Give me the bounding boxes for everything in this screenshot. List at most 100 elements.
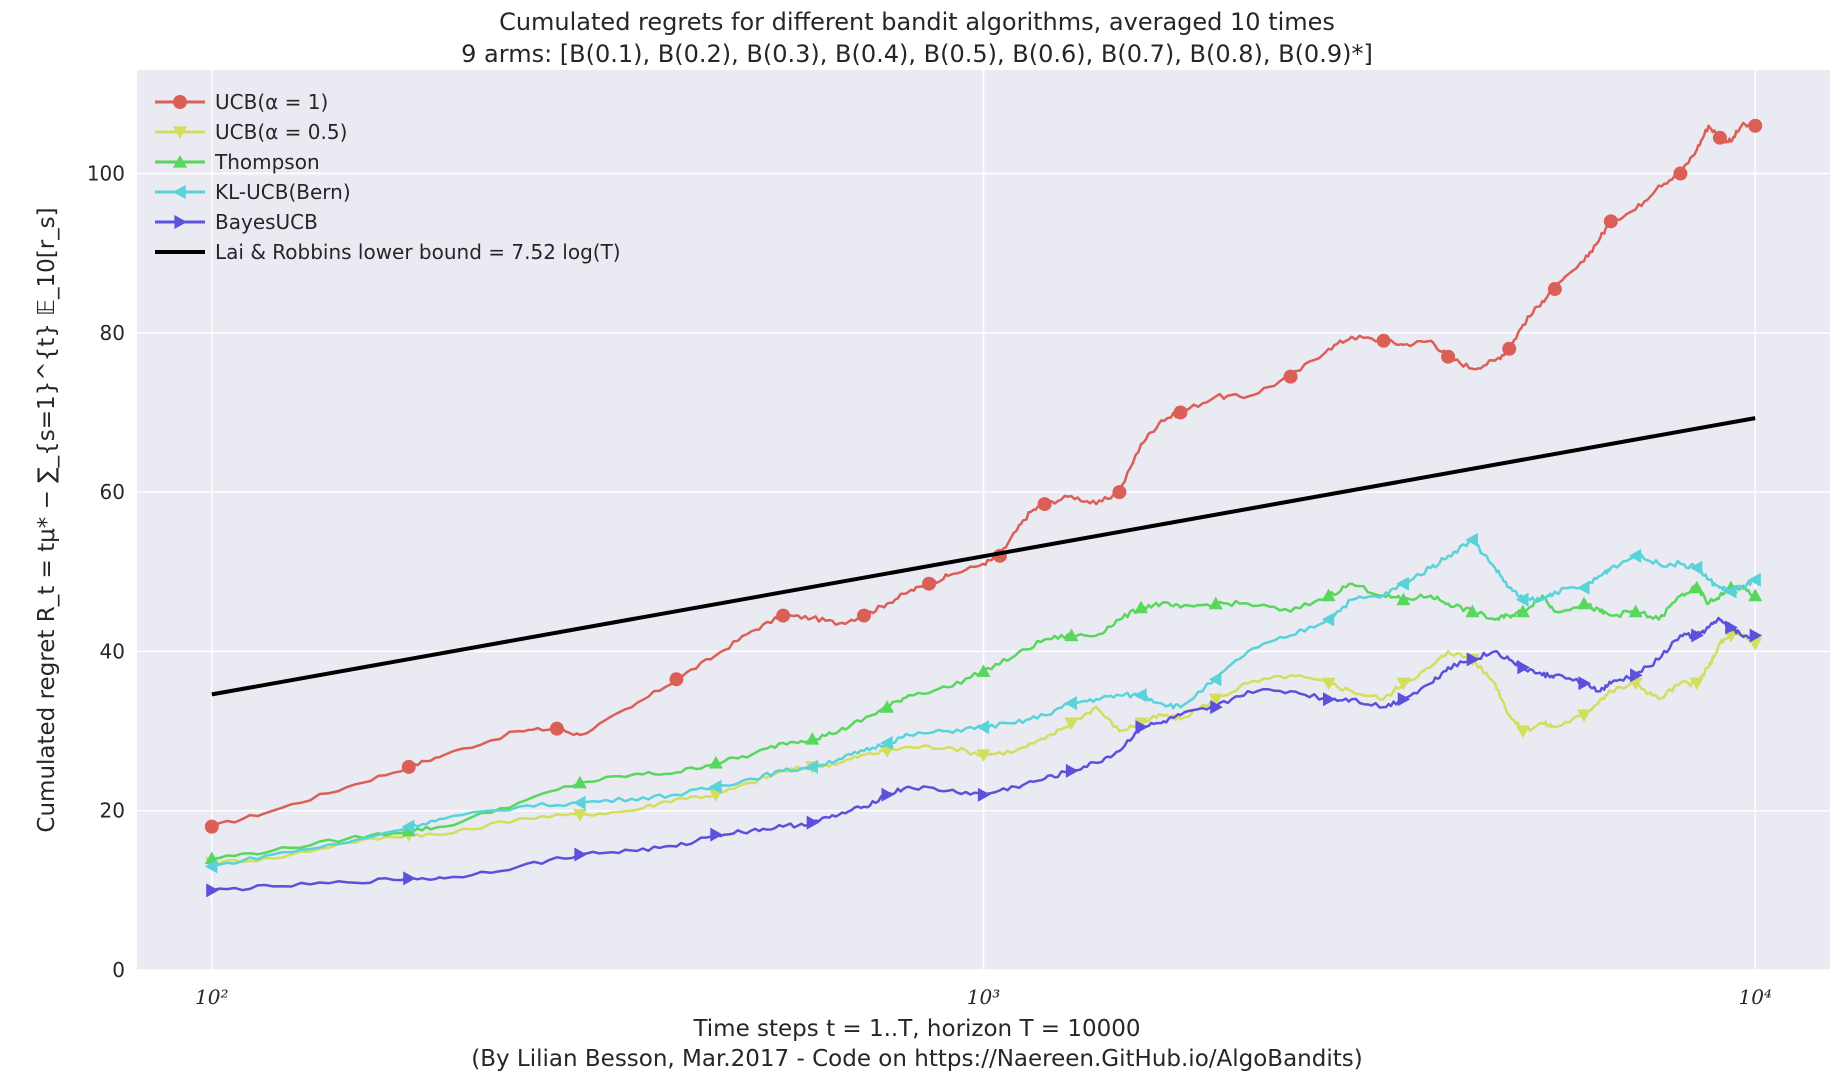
data-point (1577, 709, 1592, 723)
data-point (976, 749, 991, 762)
data-point (1465, 532, 1478, 547)
series-4 (206, 616, 1763, 898)
legend: UCB(α = 1) UCB(α = 0.5) Thompson KL-UCB(Ber… (155, 90, 621, 264)
y-tick-label: 80 (100, 321, 125, 345)
data-point (1577, 580, 1590, 595)
data-point (1673, 166, 1688, 181)
data-point (1321, 612, 1335, 627)
legend-marker (173, 185, 186, 199)
data-point (204, 819, 219, 834)
x-tick-label: 10⁴ (1738, 985, 1771, 1009)
data-point (549, 721, 564, 736)
data-point (1441, 349, 1456, 364)
legend-marker (173, 126, 187, 139)
data-point (1112, 485, 1127, 500)
legend-item: KL-UCB(Bern) (155, 180, 351, 204)
data-point (1283, 369, 1298, 384)
y-axis-label: Cumulated regret R_t = tμ* − ∑_{s=1}^{t}… (34, 207, 60, 832)
data-point (1749, 628, 1763, 643)
series-3 (204, 532, 1761, 874)
legend-label: UCB(α = 0.5) (215, 120, 347, 144)
series-line (211, 616, 1757, 892)
data-point (805, 732, 820, 745)
data-point (1577, 596, 1592, 610)
data-point (922, 576, 937, 591)
data-point (1628, 548, 1642, 563)
legend-item: Thompson (155, 150, 320, 174)
data-point (1466, 652, 1480, 667)
y-tick-label: 0 (112, 958, 125, 982)
x-tick-label: 10² (195, 985, 228, 1009)
y-tick-label: 60 (100, 480, 125, 504)
data-point (1208, 693, 1223, 707)
data-point (1723, 584, 1737, 599)
data-point (1628, 604, 1643, 618)
chart-subtitle: 9 arms: [B(0.1), B(0.2), B(0.3), B(0.4),… (461, 40, 1373, 68)
legend-label: Lai & Robbins lower bound = 7.52 log(T) (215, 240, 621, 264)
series-line (211, 121, 1757, 828)
series-line (211, 582, 1756, 860)
data-point (1502, 341, 1517, 356)
data-point (710, 827, 723, 842)
data-point (1630, 668, 1643, 683)
data-point (1517, 660, 1530, 675)
data-point (1210, 700, 1223, 715)
data-point (1064, 696, 1078, 711)
data-point (977, 787, 991, 802)
data-point (401, 819, 415, 834)
legend-item: UCB(α = 0.5) (155, 120, 347, 144)
series-0 (204, 118, 1763, 834)
data-point (403, 871, 416, 886)
data-point (1712, 130, 1727, 145)
data-point (1208, 596, 1223, 610)
data-point (880, 700, 895, 713)
data-point (1134, 688, 1147, 703)
legend-item: UCB(α = 1) (155, 90, 328, 114)
data-point (1135, 720, 1149, 735)
legend-label: Thompson (214, 150, 320, 174)
data-point (1173, 405, 1188, 420)
series-line (211, 416, 1756, 697)
data-point (1515, 604, 1530, 618)
data-point (1547, 282, 1562, 297)
data-point (805, 759, 818, 774)
legend-item: Lai & Robbins lower bound = 7.52 log(T) (155, 240, 621, 264)
data-point (881, 787, 895, 802)
data-point (1578, 676, 1592, 691)
data-point (1465, 604, 1480, 618)
data-point (1322, 692, 1336, 707)
data-point (204, 859, 218, 874)
data-point (776, 608, 791, 623)
data-point (806, 815, 820, 830)
footer-credit: (By Lilian Besson, Mar.2017 - Code on ht… (471, 1046, 1362, 1072)
y-tick-label: 40 (100, 639, 125, 663)
data-point (1748, 572, 1761, 587)
data-point (1321, 588, 1336, 602)
data-point (1208, 672, 1222, 687)
data-point (1689, 560, 1703, 575)
data-point (669, 672, 684, 687)
data-point (1065, 763, 1079, 778)
data-point (1748, 588, 1763, 602)
data-point (1064, 717, 1079, 731)
data-point (856, 608, 871, 623)
x-axis-label: Time steps t = 1..T, horizon T = 10000 (692, 1016, 1140, 1042)
data-point (708, 779, 722, 794)
data-point (708, 755, 723, 769)
data-point (1396, 576, 1409, 591)
chart-title: Cumulated regrets for different bandit a… (499, 8, 1335, 36)
legend-item: BayesUCB (155, 210, 318, 234)
series-line (211, 538, 1756, 868)
legend-marker (173, 155, 187, 168)
data-point (1689, 677, 1704, 691)
y-tick-label: 100 (87, 162, 125, 186)
series-layer (204, 118, 1763, 898)
legend-label: UCB(α = 1) (215, 90, 328, 114)
legend-label: BayesUCB (215, 210, 318, 234)
data-point (1376, 333, 1391, 348)
data-point (1515, 725, 1530, 739)
data-point (206, 883, 219, 898)
tick-layer: 0 20 40 60 80 100 10² 10³ 10⁴ (87, 162, 1772, 1009)
data-point (1064, 628, 1079, 642)
